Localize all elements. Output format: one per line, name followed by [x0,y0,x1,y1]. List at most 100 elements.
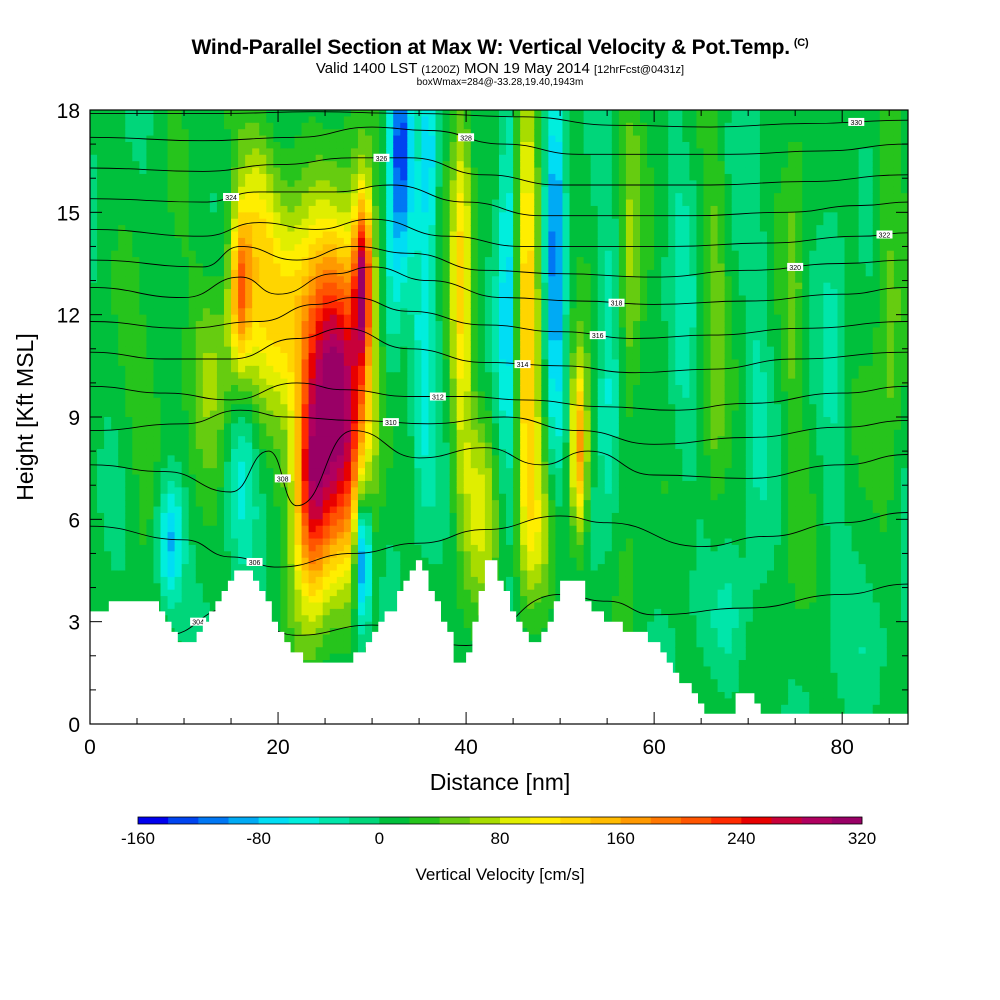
heatmap-cell [393,468,401,476]
heatmap-cell [273,487,281,495]
heatmap-cell [118,129,126,137]
heatmap-cell [174,423,183,431]
heatmap-cell [343,378,352,386]
heatmap-cell [104,167,112,175]
heatmap-cell [273,570,281,578]
heatmap-cell [449,346,458,354]
heatmap-cell [188,596,197,604]
heatmap-cell [386,173,394,181]
heatmap-cell [315,551,324,559]
heatmap-cell [223,564,232,572]
heatmap-cell [160,448,169,456]
heatmap-cell [449,225,458,233]
heatmap-cell [252,461,260,469]
heatmap-cell [125,129,133,137]
heatmap-cell [301,122,310,130]
heatmap-cell [252,308,260,316]
heatmap-cell [181,212,190,220]
heatmap-cell [379,493,387,501]
heatmap-cell [400,231,408,239]
heatmap-cell [125,487,133,495]
heatmap-cell [372,237,380,245]
heatmap-cell [322,557,331,565]
heatmap-cell [266,512,274,520]
heatmap-cell [357,634,366,642]
heatmap-cell [393,353,401,361]
heatmap-cell [273,167,281,175]
heatmap-cell [428,448,437,456]
heatmap-cell [209,436,218,444]
heatmap-cell [435,583,444,591]
heatmap-cell [435,218,444,226]
heatmap-cell [209,212,218,220]
heatmap-cell [421,397,430,405]
heatmap-cell [322,244,331,252]
heatmap-cell [421,340,430,348]
heatmap-cell [266,327,274,335]
heatmap-cell [195,391,204,399]
heatmap-cell [153,295,162,303]
heatmap-cell [125,154,133,162]
heatmap-cell [259,385,267,393]
heatmap-cell [407,301,415,309]
heatmap-cell [287,525,296,533]
heatmap-cell [280,359,289,367]
heatmap-cell [442,436,451,444]
heatmap-cell [372,564,380,572]
heatmap-cell [329,436,338,444]
heatmap-cell [209,276,218,284]
heatmap-cell [379,436,387,444]
heatmap-cell [301,231,310,239]
heatmap-cell [90,487,98,495]
heatmap-cell [223,474,232,482]
heatmap-cell [442,468,451,476]
heatmap-cell [428,333,437,341]
heatmap-cell [231,218,239,226]
heatmap-cell [132,442,140,450]
heatmap-cell [160,333,169,341]
heatmap-cell [245,333,253,341]
heatmap-cell [216,333,225,341]
heatmap-cell [407,180,415,188]
heatmap-cell [146,544,155,552]
heatmap-cell [252,506,260,514]
heatmap-cell [315,640,324,648]
heatmap-cell [195,570,204,578]
heatmap-cell [273,372,281,380]
heatmap-cell [139,199,148,207]
heatmap-cell [273,608,281,616]
heatmap-cell [400,500,408,508]
heatmap-cell [365,333,373,341]
heatmap-cell [343,532,352,540]
heatmap-cell [160,301,169,309]
heatmap-cell [132,282,140,290]
heatmap-cell [139,397,148,405]
heatmap-cell [393,474,401,482]
heatmap-cell [308,167,317,175]
heatmap-cell [259,167,267,175]
heatmap-cell [238,314,246,322]
heatmap-cell [357,353,366,361]
heatmap-cell [252,544,260,552]
heatmap-cell [294,212,303,220]
heatmap-cell [259,519,267,527]
heatmap-cell [111,506,119,514]
heatmap-cell [435,512,444,520]
heatmap-cell [372,321,380,329]
heatmap-cell [139,154,148,162]
heatmap-cell [329,257,338,265]
heatmap-cell [188,276,197,284]
heatmap-cell [238,429,246,437]
heatmap-cell [223,295,232,303]
heatmap-cell [336,205,345,213]
heatmap-cell [104,212,112,220]
heatmap-cell [153,359,162,367]
heatmap-cell [273,551,281,559]
heatmap-cell [223,493,232,501]
heatmap-cell [245,417,253,424]
heatmap-cell [372,589,380,597]
heatmap-cell [216,551,225,559]
heatmap-cell [372,110,380,117]
heatmap-cell [315,257,324,265]
heatmap-cell [308,231,317,239]
